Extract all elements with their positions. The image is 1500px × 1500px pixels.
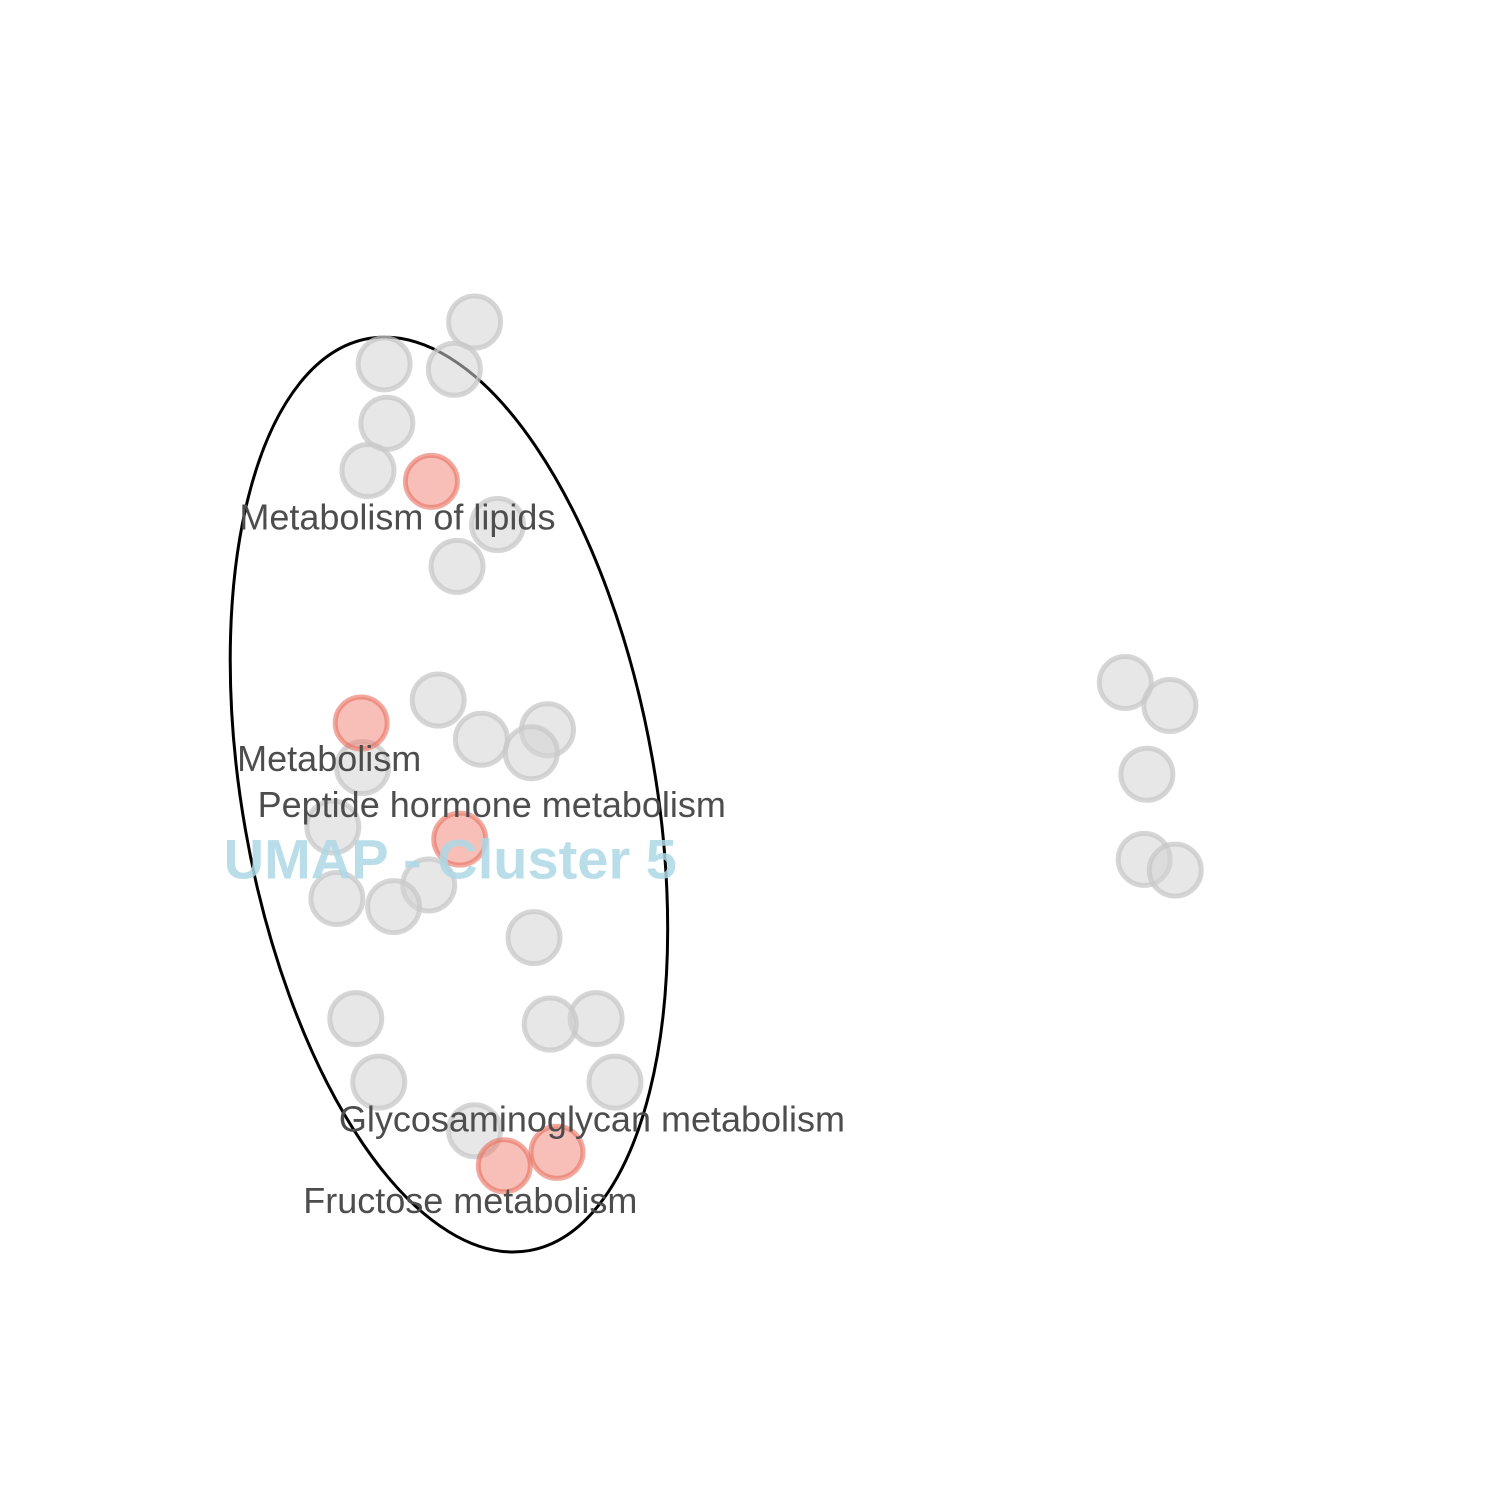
highlighted-point [475,1137,533,1195]
background-point [425,340,483,398]
highlighted-point [402,452,460,510]
highlighted-point [528,1123,586,1181]
background-point [339,442,397,500]
background-point [502,724,560,782]
highlighted-point [332,694,390,752]
background-point [358,394,416,452]
background-point [350,1053,408,1111]
background-point [308,870,366,927]
background-point [586,1053,644,1111]
background-point [327,990,385,1048]
background-point [304,798,362,856]
point-labels: Metabolism of lipids Metabolism Peptide ho… [237,496,845,1220]
background-point [469,496,527,554]
cluster-outline-layer [228,335,670,1254]
point-label: Metabolism of lipids [239,496,555,537]
point-label: Peptide hormone metabolism [258,784,726,825]
background-point [365,878,423,936]
highlighted-points [332,452,586,1195]
background-point [355,335,413,393]
background-point [446,293,504,351]
background-points [304,293,1204,1160]
cluster-title: UMAP - Cluster 5 [224,827,677,890]
background-point [1096,654,1154,711]
background-point [1146,841,1204,899]
cluster-outline-ellipse [228,335,670,1254]
background-point [452,710,510,768]
highlighted-point [431,810,489,868]
background-point [428,537,486,595]
background-point [409,671,467,729]
background-point [521,995,579,1053]
background-point [1118,745,1176,803]
background-point [505,909,563,967]
point-label: Metabolism [237,738,421,779]
background-point [1141,676,1199,734]
point-label: Glycosaminoglycan metabolism [339,1098,845,1139]
point-label: Fructose metabolism [303,1180,637,1221]
